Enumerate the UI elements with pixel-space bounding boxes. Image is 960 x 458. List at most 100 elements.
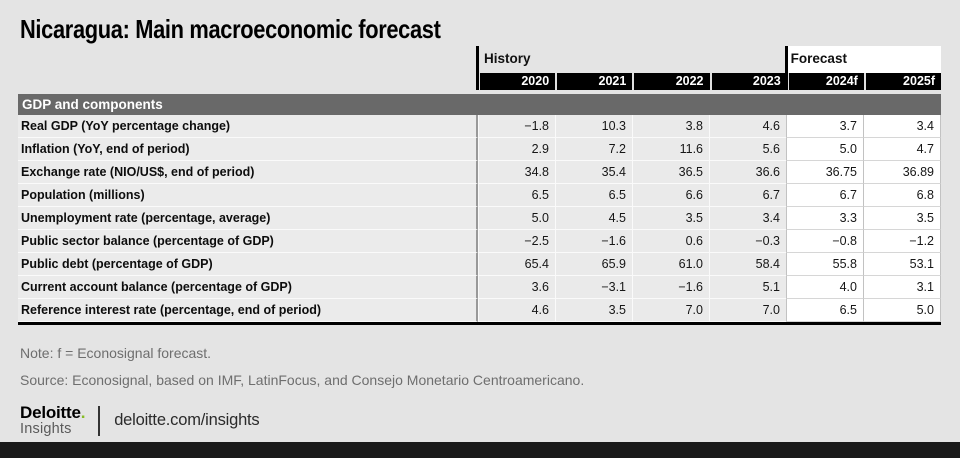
column-group-row: History Forecast xyxy=(18,46,941,73)
cell-2025f: 36.89 xyxy=(863,161,941,184)
deloitte-insights-logo: Deloitte. Insights xyxy=(20,404,85,437)
brand-word: Deloitte xyxy=(20,403,81,422)
cell-2024f: 3.3 xyxy=(786,207,863,230)
cell-2021: 6.5 xyxy=(555,184,632,207)
row-label: Public sector balance (percentage of GDP… xyxy=(18,230,478,253)
cell-2020: 5.0 xyxy=(478,207,555,230)
cell-2025f: −1.2 xyxy=(863,230,941,253)
cell-2022: 7.0 xyxy=(632,299,709,322)
cell-2025f: 53.1 xyxy=(863,253,941,276)
column-header-2023: 2023 xyxy=(709,73,787,90)
cell-2020: 2.9 xyxy=(478,138,555,161)
row-label: Real GDP (YoY percentage change) xyxy=(18,115,478,138)
footer-brand-block: Deloitte. Insights deloitte.com/insights xyxy=(20,404,260,438)
table-row: Inflation (YoY, end of period) 2.9 7.2 1… xyxy=(18,138,941,161)
row-label: Exchange rate (NIO/US$, end of period) xyxy=(18,161,478,184)
cell-2023: −0.3 xyxy=(709,230,786,253)
cell-2023: 5.6 xyxy=(709,138,786,161)
cell-2020: 3.6 xyxy=(478,276,555,299)
row-label: Unemployment rate (percentage, average) xyxy=(18,207,478,230)
cell-2022: 6.6 xyxy=(632,184,709,207)
table-row: Unemployment rate (percentage, average) … xyxy=(18,207,941,230)
column-header-2025f: 2025f xyxy=(863,73,942,90)
cell-2020: 34.8 xyxy=(478,161,555,184)
row-label: Public debt (percentage of GDP) xyxy=(18,253,478,276)
row-label: Current account balance (percentage of G… xyxy=(18,276,478,299)
year-header-row: 2020 2021 2022 2023 2024f 2025f xyxy=(18,73,942,90)
cell-2024f: 6.7 xyxy=(786,184,863,207)
table-row: Exchange rate (NIO/US$, end of period) 3… xyxy=(18,161,941,184)
cell-2020: 65.4 xyxy=(478,253,555,276)
cell-2023: 4.6 xyxy=(709,115,786,138)
cell-2024f: 6.5 xyxy=(786,299,863,322)
cell-2021: 65.9 xyxy=(555,253,632,276)
column-header-2022: 2022 xyxy=(632,73,710,90)
brand-insights-label: Insights xyxy=(20,421,72,437)
table-row: Public sector balance (percentage of GDP… xyxy=(18,230,941,253)
group-spacer xyxy=(18,46,478,73)
cell-2022: 3.8 xyxy=(632,115,709,138)
table-row: Population (millions) 6.5 6.5 6.6 6.7 6.… xyxy=(18,184,941,207)
cell-2022: 11.6 xyxy=(632,138,709,161)
cell-2022: 61.0 xyxy=(632,253,709,276)
cell-2023: 3.4 xyxy=(709,207,786,230)
cell-2024f: 5.0 xyxy=(786,138,863,161)
cell-2025f: 3.5 xyxy=(863,207,941,230)
cell-2022: 0.6 xyxy=(632,230,709,253)
cell-2025f: 5.0 xyxy=(863,299,941,322)
group-header-forecast: Forecast xyxy=(784,46,941,73)
table-row: Real GDP (YoY percentage change) −1.8 10… xyxy=(18,115,941,138)
table-row: Public debt (percentage of GDP) 65.4 65.… xyxy=(18,253,941,276)
brand-green-dot: . xyxy=(80,403,86,422)
cell-2023: 5.1 xyxy=(709,276,786,299)
table-body: Real GDP (YoY percentage change) −1.8 10… xyxy=(18,115,941,322)
table-bottom-rule xyxy=(18,322,941,325)
table-row: Reference interest rate (percentage, end… xyxy=(18,299,941,322)
cell-2022: 36.5 xyxy=(632,161,709,184)
row-label: Reference interest rate (percentage, end… xyxy=(18,299,478,322)
forecast-divider-line xyxy=(785,46,788,90)
footer-url: deloitte.com/insights xyxy=(114,411,260,429)
cell-2024f: 4.0 xyxy=(786,276,863,299)
year-spacer xyxy=(18,73,478,90)
cell-2021: 35.4 xyxy=(555,161,632,184)
cell-2021: −3.1 xyxy=(555,276,632,299)
cell-2025f: 3.1 xyxy=(863,276,941,299)
row-label: Population (millions) xyxy=(18,184,478,207)
cell-2023: 36.6 xyxy=(709,161,786,184)
cell-2023: 58.4 xyxy=(709,253,786,276)
footer-divider xyxy=(97,406,100,436)
cell-2024f: 36.75 xyxy=(786,161,863,184)
cell-2020: −2.5 xyxy=(478,230,555,253)
bottom-bar xyxy=(0,442,960,458)
column-header-2020: 2020 xyxy=(478,73,556,90)
cell-2024f: 55.8 xyxy=(786,253,863,276)
group-header-history: History xyxy=(484,51,531,66)
cell-2020: −1.8 xyxy=(478,115,555,138)
table-row: Current account balance (percentage of G… xyxy=(18,276,941,299)
cell-2025f: 4.7 xyxy=(863,138,941,161)
cell-2022: −1.6 xyxy=(632,276,709,299)
macro-forecast-table: History Forecast 2020 2021 2022 2023 202… xyxy=(18,46,942,325)
cell-2021: 10.3 xyxy=(555,115,632,138)
cell-2021: 4.5 xyxy=(555,207,632,230)
page-title: Nicaragua: Main macroeconomic forecast xyxy=(20,14,441,44)
column-header-2024f: 2024f xyxy=(786,73,864,90)
cell-2021: 7.2 xyxy=(555,138,632,161)
cell-2022: 3.5 xyxy=(632,207,709,230)
cell-2025f: 3.4 xyxy=(863,115,941,138)
cell-2021: −1.6 xyxy=(555,230,632,253)
source-text: Source: Econosignal, based on IMF, Latin… xyxy=(20,372,585,388)
note-text: Note: f = Econosignal forecast. xyxy=(20,345,212,361)
section-header: GDP and components xyxy=(18,94,941,115)
cell-2020: 6.5 xyxy=(478,184,555,207)
cell-2023: 6.7 xyxy=(709,184,786,207)
cell-2025f: 6.8 xyxy=(863,184,941,207)
cell-2021: 3.5 xyxy=(555,299,632,322)
history-divider-line xyxy=(476,46,479,90)
cell-2020: 4.6 xyxy=(478,299,555,322)
row-label: Inflation (YoY, end of period) xyxy=(18,138,478,161)
column-header-2021: 2021 xyxy=(555,73,633,90)
brand-name: Deloitte. xyxy=(20,404,85,422)
